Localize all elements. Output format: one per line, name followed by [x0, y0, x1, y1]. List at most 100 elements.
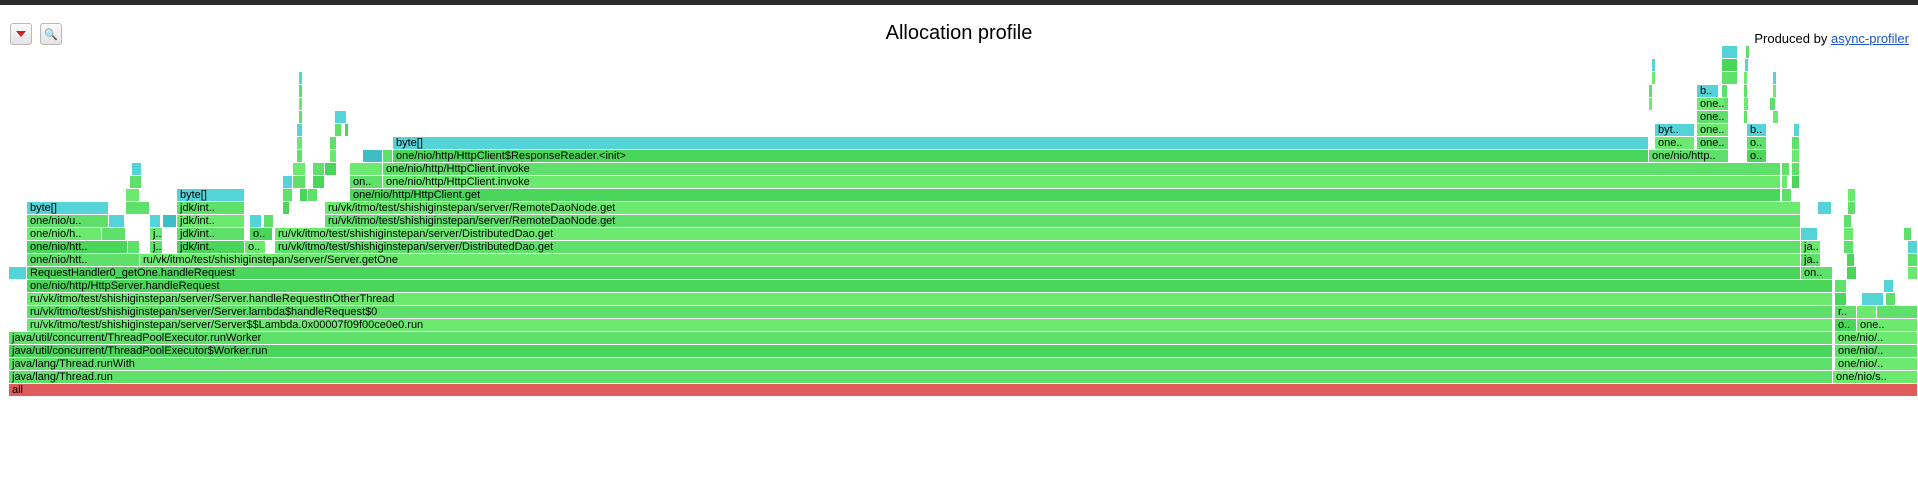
stack-frame[interactable]: one/nio/http/HttpClient.invoke: [383, 176, 1781, 188]
stack-frame[interactable]: [335, 124, 342, 136]
stack-frame[interactable]: [1877, 306, 1918, 318]
stack-frame[interactable]: [1904, 228, 1912, 240]
stack-frame[interactable]: [1844, 215, 1852, 227]
stack-frame[interactable]: [1792, 176, 1800, 188]
stack-frame[interactable]: jdk/int..: [177, 202, 245, 214]
stack-frame[interactable]: [1908, 241, 1918, 253]
stack-frame[interactable]: [1862, 293, 1884, 305]
stack-frame[interactable]: [330, 137, 337, 149]
stack-frame[interactable]: one..: [1857, 319, 1918, 331]
stack-frame[interactable]: [297, 124, 303, 136]
stack-frame[interactable]: [299, 85, 303, 97]
stack-frame[interactable]: jdk/int..: [177, 215, 245, 227]
stack-frame[interactable]: [325, 163, 337, 175]
stack-frame[interactable]: ru/vk/itmo/test/shishiginstepan/server/R…: [325, 215, 1801, 227]
stack-frame[interactable]: jdk/int..: [177, 228, 245, 240]
stack-frame[interactable]: [1649, 85, 1653, 97]
stack-frame[interactable]: one/nio/http/HttpClient.get: [350, 189, 1781, 201]
stack-frame[interactable]: [1844, 228, 1854, 240]
stack-frame[interactable]: java/lang/Thread.runWith: [9, 358, 1833, 370]
stack-frame[interactable]: byte[]: [177, 189, 245, 201]
stack-frame[interactable]: [163, 215, 177, 227]
stack-frame[interactable]: [1908, 267, 1918, 279]
stack-frame[interactable]: [1818, 202, 1832, 214]
stack-frame[interactable]: [1744, 111, 1748, 123]
stack-frame[interactable]: ru/vk/itmo/test/shishiginstepan/server/D…: [275, 228, 1801, 240]
stack-frame[interactable]: [313, 163, 325, 175]
stack-frame[interactable]: [109, 215, 125, 227]
stack-frame[interactable]: [1782, 163, 1790, 175]
stack-frame[interactable]: [383, 150, 393, 162]
stack-frame[interactable]: [313, 176, 325, 188]
stack-frame[interactable]: [1770, 98, 1776, 110]
stack-frame[interactable]: java/util/concurrent/ThreadPoolExecutor.…: [9, 332, 1833, 344]
stack-frame[interactable]: one/nio/http/HttpClient.invoke: [383, 163, 1781, 175]
stack-frame[interactable]: [1908, 254, 1918, 266]
stack-frame[interactable]: ru/vk/itmo/test/shishiginstepan/server/S…: [140, 254, 1801, 266]
stack-frame[interactable]: byt..: [1655, 124, 1695, 136]
stack-frame[interactable]: [1649, 98, 1653, 110]
stack-frame[interactable]: [1835, 280, 1847, 292]
stack-frame[interactable]: one..: [1697, 111, 1729, 123]
stack-frame[interactable]: on..: [1801, 267, 1833, 279]
stack-frame[interactable]: [293, 163, 306, 175]
stack-frame[interactable]: one..: [1697, 124, 1729, 136]
stack-frame[interactable]: one/nio/..: [1835, 358, 1918, 370]
stack-frame[interactable]: [1782, 189, 1792, 201]
stack-frame[interactable]: o..: [1747, 137, 1767, 149]
stack-frame[interactable]: ru/vk/itmo/test/shishiginstepan/server/S…: [27, 293, 1833, 305]
stack-frame[interactable]: [297, 137, 303, 149]
stack-frame[interactable]: [1773, 111, 1779, 123]
stack-frame[interactable]: one..: [1655, 137, 1695, 149]
reverse-button[interactable]: [10, 23, 32, 45]
stack-frame[interactable]: one..: [1697, 137, 1729, 149]
stack-frame[interactable]: [1744, 72, 1748, 84]
stack-frame[interactable]: [150, 215, 161, 227]
stack-frame[interactable]: one/nio/http/HttpServer.handleRequest: [27, 280, 1833, 292]
stack-frame[interactable]: byte[]: [393, 137, 1649, 149]
stack-frame[interactable]: one/nio/htt..: [27, 241, 128, 253]
stack-frame[interactable]: ru/vk/itmo/test/shishiginstepan/server/S…: [27, 306, 1833, 318]
stack-frame[interactable]: java/lang/Thread.run: [9, 371, 1833, 383]
stack-frame[interactable]: [1884, 280, 1894, 292]
stack-frame[interactable]: ru/vk/itmo/test/shishiginstepan/server/R…: [325, 202, 1801, 214]
stack-frame[interactable]: [1835, 293, 1847, 305]
stack-frame[interactable]: [1847, 254, 1855, 266]
stack-frame[interactable]: o..: [1747, 150, 1767, 162]
stack-frame[interactable]: o..: [1835, 319, 1857, 331]
stack-frame[interactable]: RequestHandler0_getOne.handleRequest: [27, 267, 1801, 279]
stack-frame[interactable]: [1722, 59, 1738, 71]
stack-frame[interactable]: j..: [150, 241, 163, 253]
stack-frame[interactable]: [1745, 59, 1749, 71]
stack-frame[interactable]: o..: [250, 228, 273, 240]
stack-frame[interactable]: [299, 111, 303, 123]
search-button[interactable]: 🔍: [40, 23, 62, 45]
stack-frame[interactable]: [308, 189, 318, 201]
stack-frame[interactable]: [1848, 202, 1856, 214]
stack-frame[interactable]: [335, 111, 347, 123]
stack-frame[interactable]: one/nio/..: [1835, 332, 1918, 344]
stack-frame[interactable]: one/nio/htt..: [27, 254, 140, 266]
stack-frame[interactable]: [1848, 189, 1856, 201]
stack-frame[interactable]: [1773, 72, 1777, 84]
stack-frame[interactable]: [1724, 98, 1729, 110]
stack-frame[interactable]: [1722, 72, 1738, 84]
stack-frame[interactable]: [132, 163, 142, 175]
stack-frame[interactable]: [1792, 150, 1800, 162]
stack-frame[interactable]: [130, 176, 142, 188]
async-profiler-link[interactable]: async-profiler: [1830, 31, 1909, 46]
stack-frame[interactable]: on..: [350, 176, 383, 188]
stack-frame[interactable]: [283, 202, 290, 214]
stack-frame[interactable]: [102, 228, 126, 240]
stack-frame[interactable]: [293, 176, 306, 188]
stack-frame[interactable]: [300, 189, 308, 201]
stack-frame[interactable]: [1794, 124, 1800, 136]
stack-frame[interactable]: ja..: [1801, 254, 1821, 266]
stack-frame[interactable]: [1744, 98, 1749, 110]
stack-frame[interactable]: [299, 98, 303, 110]
stack-frame[interactable]: one/nio/http/HttpClient$ResponseReader.<…: [393, 150, 1649, 162]
stack-frame[interactable]: [1844, 241, 1854, 253]
stack-frame[interactable]: byte[]: [27, 202, 109, 214]
stack-frame[interactable]: [283, 189, 293, 201]
stack-frame[interactable]: jdk/int..: [177, 241, 245, 253]
